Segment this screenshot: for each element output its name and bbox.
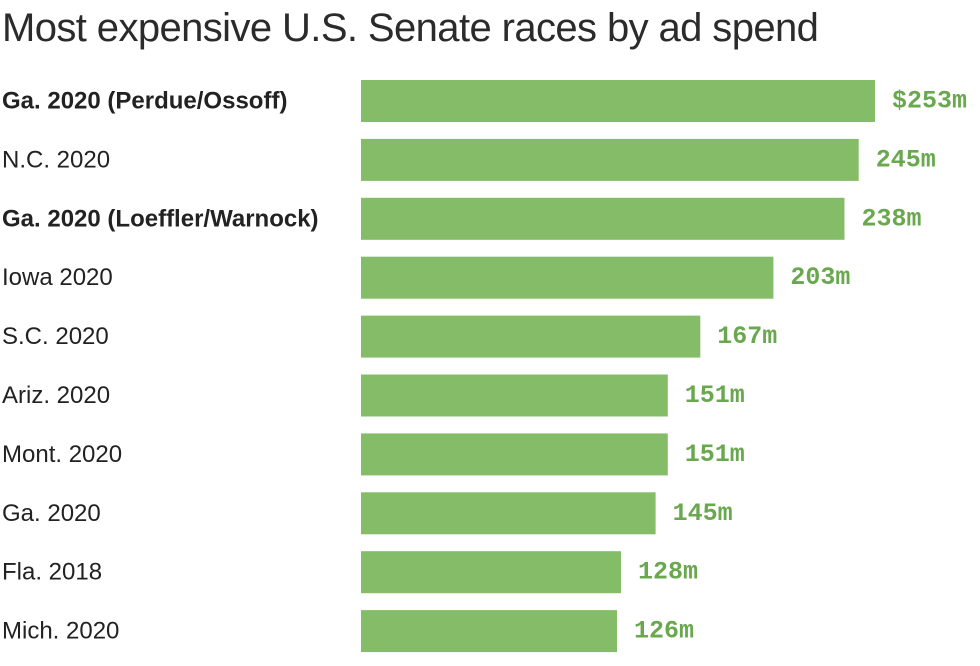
category-labels-group: Ga. 2020 (Perdue/Ossoff) N.C. 2020 Ga. 202…	[2, 88, 319, 645]
value-label-8: 128m	[638, 558, 698, 587]
chart-title: Most expensive U.S. Senate races by ad s…	[2, 6, 819, 50]
bar-6	[361, 433, 668, 476]
value-label-5: 151m	[685, 381, 745, 410]
category-label-9: Mich. 2020	[2, 618, 119, 645]
bar-4	[361, 315, 701, 358]
value-label-4: 167m	[717, 322, 777, 351]
value-label-7: 145m	[673, 499, 733, 528]
category-label-4: S.C. 2020	[2, 323, 109, 350]
bar-8	[361, 551, 621, 594]
value-label-6: 151m	[685, 440, 745, 469]
value-label-9: 126m	[634, 617, 694, 646]
category-label-0: Ga. 2020 (Perdue/Ossoff)	[2, 88, 287, 115]
value-labels-group: $253m 245m 238m 203m 167m 151m 151m 145m 128m 126…	[634, 87, 967, 646]
value-label-3: 203m	[790, 263, 850, 292]
value-label-0: $253m	[892, 87, 967, 116]
bar-5	[361, 374, 668, 417]
category-label-3: Iowa 2020	[2, 264, 113, 291]
category-label-5: Ariz. 2020	[2, 382, 110, 409]
bar-3	[361, 256, 774, 299]
category-label-6: Mont. 2020	[2, 441, 122, 468]
bar-2	[361, 197, 845, 240]
category-label-8: Fla. 2018	[2, 559, 102, 586]
category-label-1: N.C. 2020	[2, 146, 110, 173]
value-label-2: 238m	[862, 204, 922, 233]
bar-0	[361, 80, 875, 122]
value-label-1: 245m	[876, 145, 936, 174]
bar-1	[361, 138, 859, 181]
bars-group	[361, 80, 875, 653]
category-label-7: Ga. 2020	[2, 500, 101, 527]
bar-9	[361, 610, 617, 653]
bar-7	[361, 492, 656, 535]
category-label-2: Ga. 2020 (Loeffler/Warnock)	[2, 205, 319, 232]
